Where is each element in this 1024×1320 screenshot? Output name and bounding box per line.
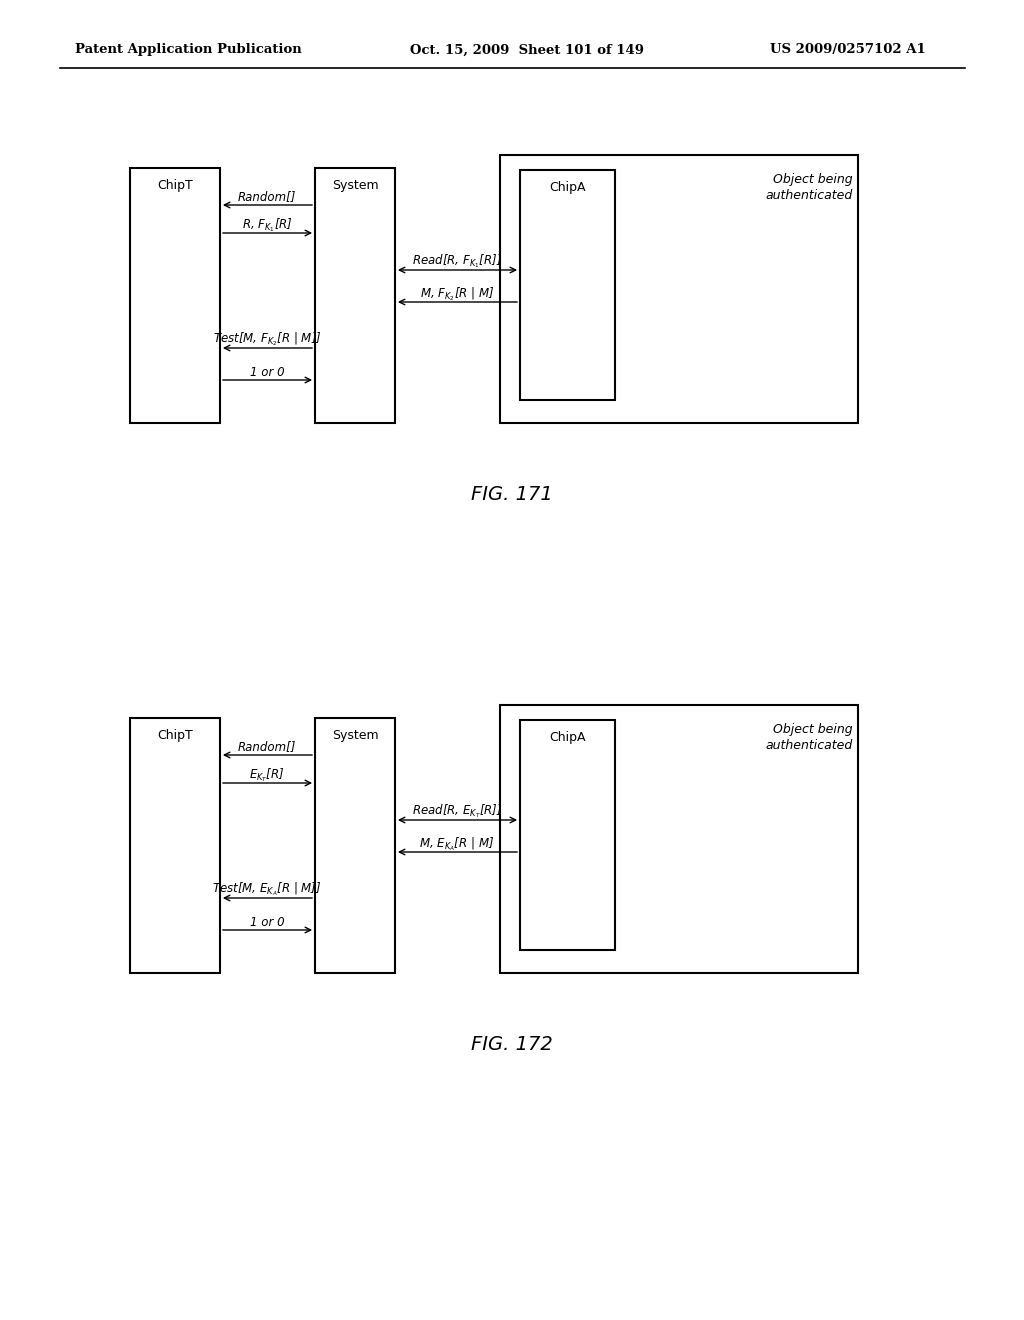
Bar <box>520 170 615 400</box>
Text: R, $F_{K_1}$[R]: R, $F_{K_1}$[R] <box>242 216 293 234</box>
Text: Random[]: Random[] <box>238 741 296 754</box>
Text: US 2009/0257102 A1: US 2009/0257102 A1 <box>770 44 926 57</box>
Text: FIG. 172: FIG. 172 <box>471 1035 553 1055</box>
Text: ChipA: ChipA <box>549 731 586 744</box>
Text: 1 or 0: 1 or 0 <box>250 366 285 379</box>
Text: System: System <box>332 180 378 193</box>
Text: Object being
authenticated: Object being authenticated <box>766 723 853 752</box>
Text: ChipA: ChipA <box>549 181 586 194</box>
Text: Patent Application Publication: Patent Application Publication <box>75 44 302 57</box>
Text: M, $E_{K_A}$[R | M]: M, $E_{K_A}$[R | M] <box>420 836 495 853</box>
Text: M, $F_{K_2}$[R | M]: M, $F_{K_2}$[R | M] <box>420 285 495 302</box>
Text: Object being
authenticated: Object being authenticated <box>766 173 853 202</box>
Text: 1 or 0: 1 or 0 <box>250 916 285 928</box>
Text: Read[R, $E_{K_T}$[R]]: Read[R, $E_{K_T}$[R]] <box>412 803 503 820</box>
Bar <box>315 718 395 973</box>
Bar <box>130 168 220 422</box>
Text: Test[M, $E_{K_A}$[R | M]]: Test[M, $E_{K_A}$[R | M]] <box>212 880 322 898</box>
Text: Random[]: Random[] <box>238 190 296 203</box>
Bar <box>500 154 858 422</box>
Bar <box>315 168 395 422</box>
Bar <box>500 705 858 973</box>
Text: ChipT: ChipT <box>157 180 193 193</box>
Text: Oct. 15, 2009  Sheet 101 of 149: Oct. 15, 2009 Sheet 101 of 149 <box>410 44 644 57</box>
Text: Read[R, $F_{K_1}$[R]]: Read[R, $F_{K_1}$[R]] <box>412 252 502 269</box>
Bar <box>520 719 615 950</box>
Text: FIG. 171: FIG. 171 <box>471 486 553 504</box>
Text: Test[M, $F_{K_2}$[R | M]]: Test[M, $F_{K_2}$[R | M]] <box>213 330 322 347</box>
Text: ChipT: ChipT <box>157 730 193 742</box>
Text: System: System <box>332 730 378 742</box>
Bar <box>130 718 220 973</box>
Text: $E_{K_T}$[R]: $E_{K_T}$[R] <box>249 766 285 784</box>
